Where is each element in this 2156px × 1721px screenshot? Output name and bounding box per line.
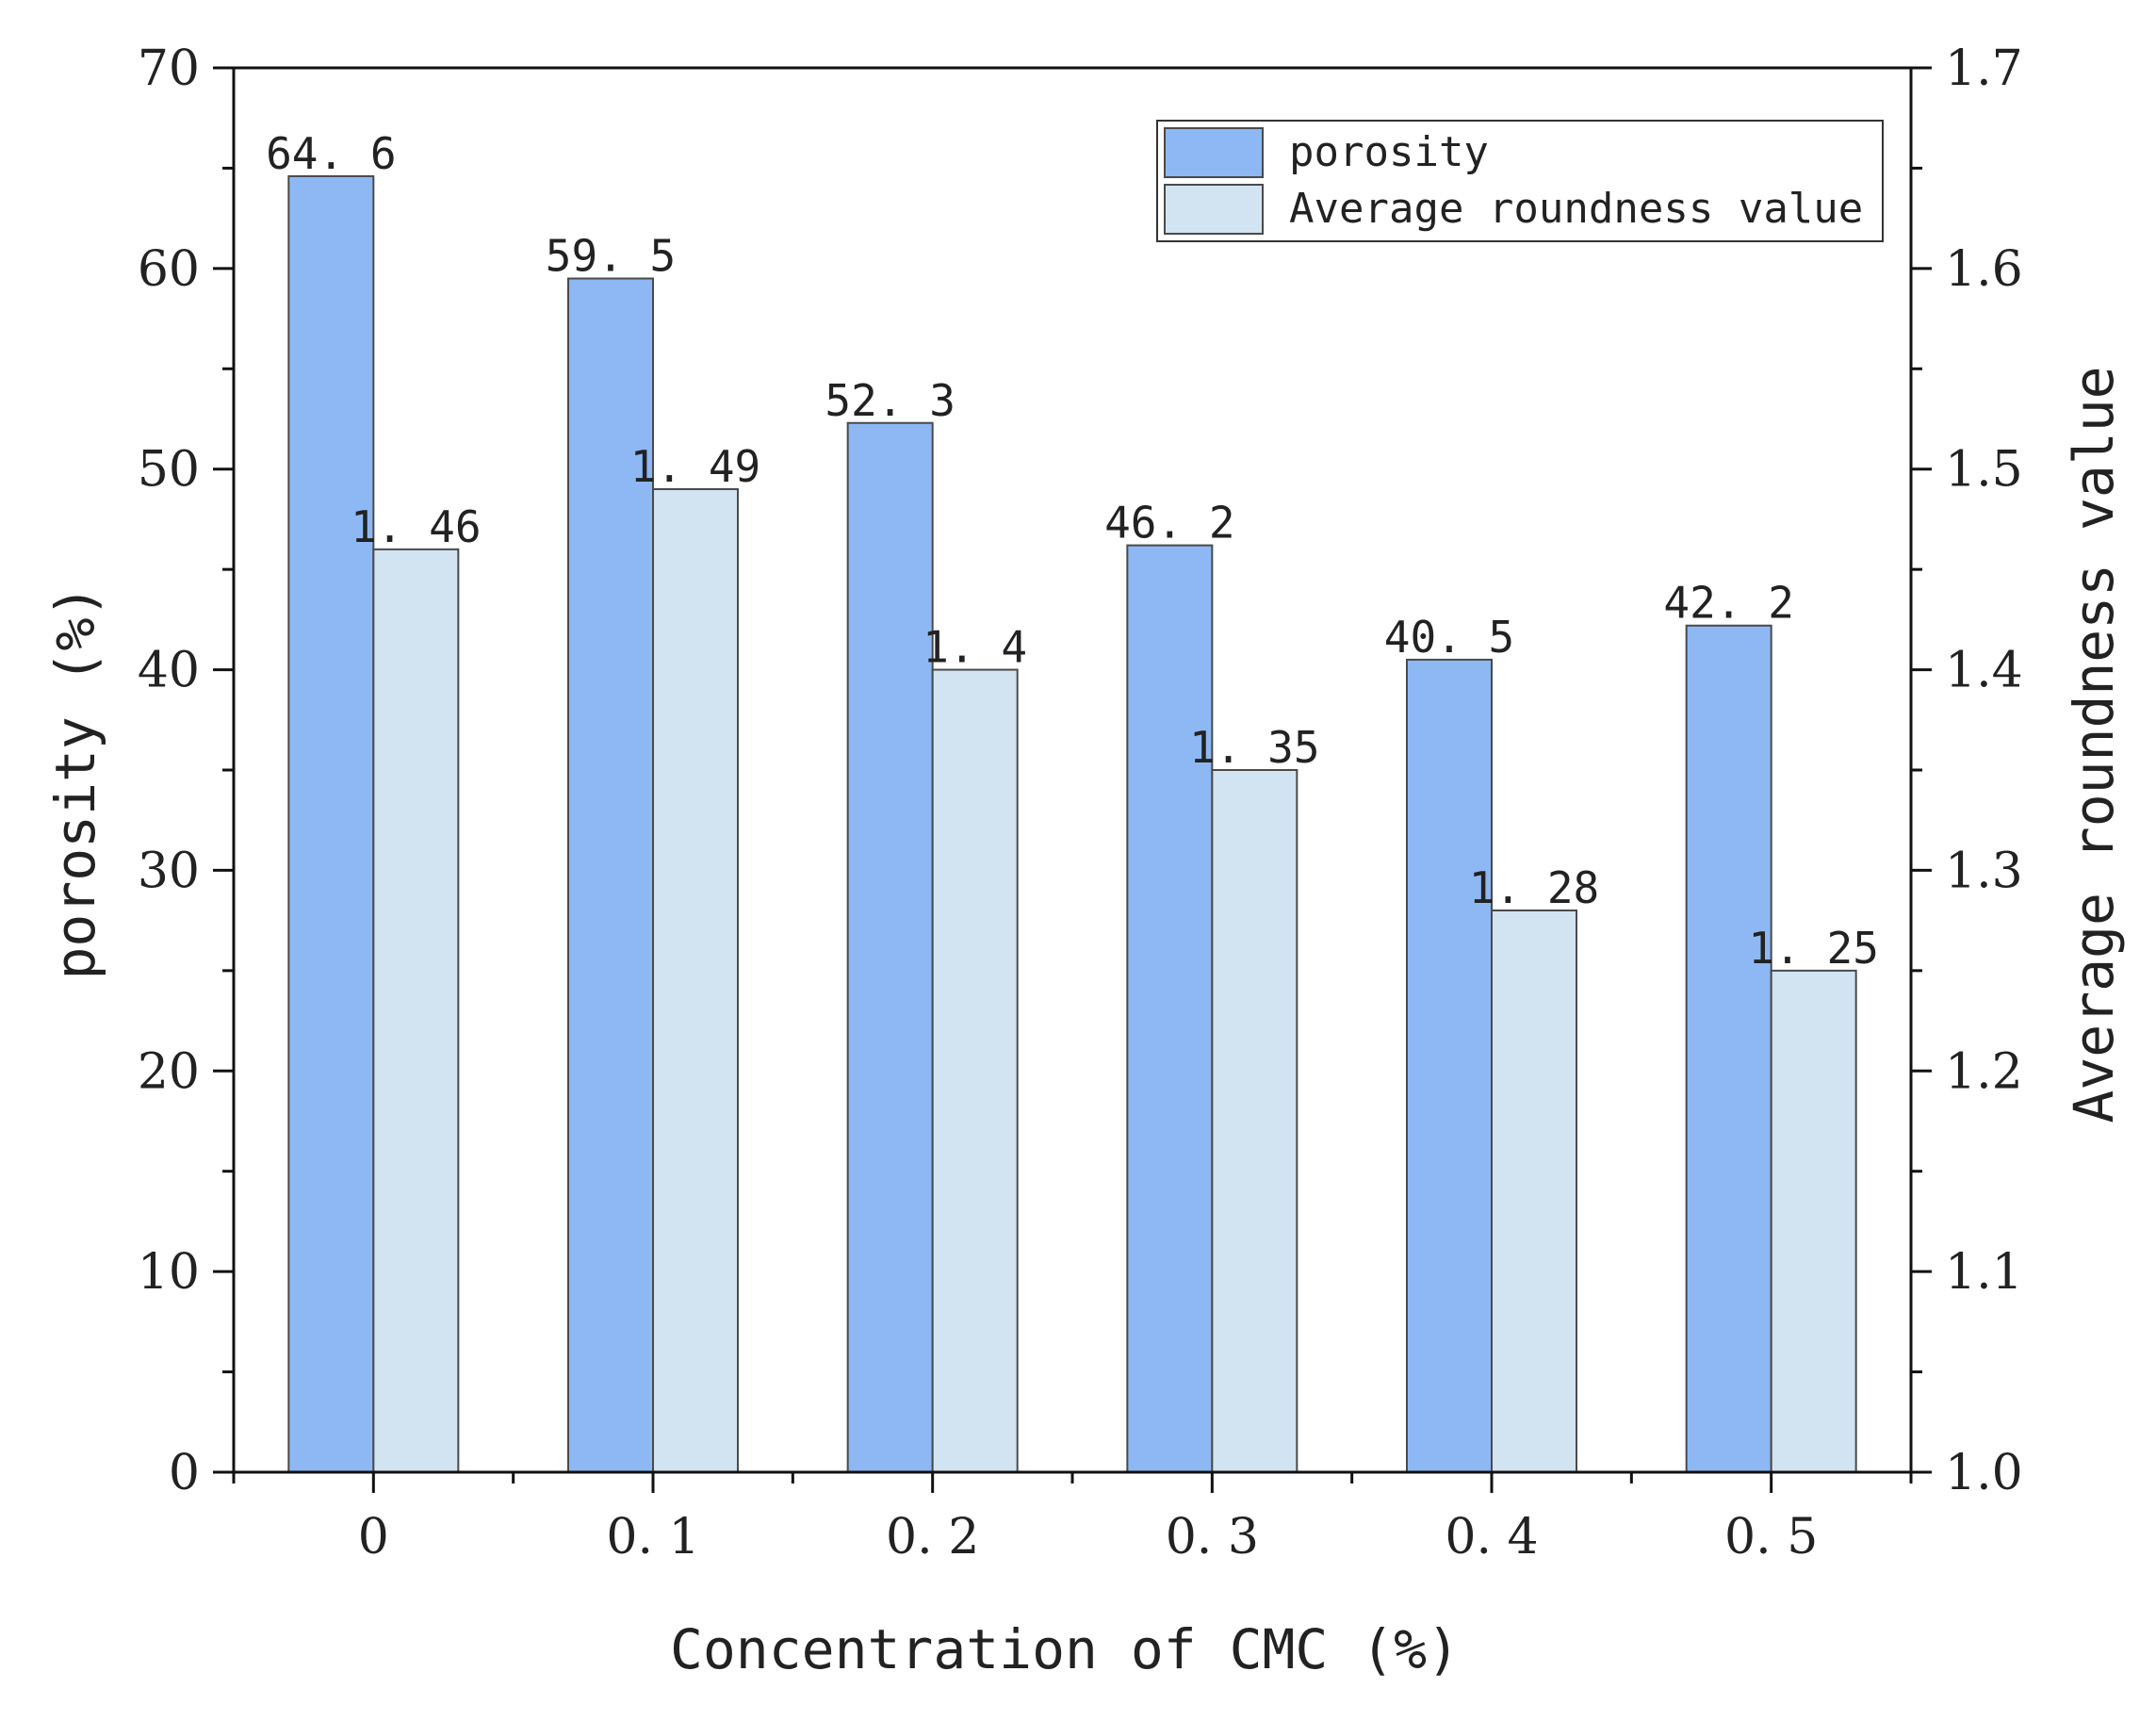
x-axis-title: Concentration of CMC (%) (670, 1617, 1460, 1681)
data-label-roundness-4: 1. 28 (1469, 862, 1599, 913)
data-label-porosity-3: 46. 2 (1104, 498, 1234, 549)
x-tick-label-2: 0. 2 (886, 1509, 979, 1565)
bar-roundness-5 (1770, 969, 1857, 1474)
labels-layer: 64. 6 59. 5 52. 3 46. 2 40. 5 42. 2 1. 46 1. 49… (266, 128, 1879, 974)
data-label-roundness-0: 1. 46 (351, 501, 481, 552)
y2-axis-title: Average roundness value (2062, 366, 2126, 1123)
y-axis-title: porosity (%) (43, 584, 107, 979)
legend: porosity Average roundness value (1156, 120, 1884, 242)
y-tick-label-1: 10 (138, 1244, 200, 1301)
y2-tick-label-5: 1.5 (1945, 442, 2023, 499)
y2-tick-label-2: 1.2 (1945, 1043, 2023, 1100)
y2-tick-label-4: 1.4 (1945, 643, 2023, 699)
data-label-porosity-4: 40. 5 (1384, 612, 1514, 663)
data-label-porosity-2: 52. 3 (825, 375, 955, 426)
bar-porosity-0 (287, 174, 375, 1473)
y2-tick-label-3: 1.3 (1945, 843, 2023, 899)
x-tick-label-5: 0. 5 (1724, 1509, 1818, 1565)
bar-porosity-2 (846, 421, 934, 1473)
x-tick-label-4: 0. 4 (1445, 1509, 1538, 1565)
bar-roundness-3 (1211, 769, 1298, 1473)
y-tick-label-5: 50 (138, 442, 200, 499)
bar-roundness-1 (652, 488, 739, 1473)
data-label-porosity-5: 42. 2 (1663, 578, 1793, 629)
x-tick-label-1: 0. 1 (606, 1509, 699, 1565)
axes-layer: 0 10 20 30 40 50 60 70 1.0 1.1 1.2 1.3 1.4 1.5 1.6 1.7 0… (138, 41, 2023, 1565)
data-label-roundness-3: 1. 35 (1189, 722, 1319, 773)
bar-roundness-0 (372, 548, 460, 1473)
y-tick-label-2: 20 (138, 1043, 200, 1100)
y-tick-label-6: 60 (138, 241, 200, 298)
y2-tick-label-7: 1.7 (1945, 41, 2023, 97)
y-tick-label-4: 40 (138, 643, 200, 699)
bar-porosity-4 (1406, 658, 1493, 1473)
y-tick-label-7: 70 (138, 41, 200, 97)
y-tick-label-3: 30 (138, 843, 200, 899)
legend-box (1156, 120, 1884, 242)
legend-swatch-1 (1164, 184, 1264, 235)
x-tick-label-0: 0 (358, 1509, 389, 1565)
data-label-roundness-5: 1. 25 (1748, 923, 1878, 974)
y2-tick-label-1: 1.1 (1945, 1244, 2023, 1301)
legend-swatch-0 (1164, 127, 1264, 178)
y2-tick-label-6: 1.6 (1945, 241, 2023, 298)
data-label-porosity-0: 64. 6 (266, 128, 396, 179)
bar-porosity-3 (1126, 544, 1214, 1473)
bar-roundness-4 (1491, 910, 1577, 1473)
y2-tick-label-0: 1.0 (1945, 1445, 2023, 1501)
bars-layer (287, 174, 1857, 1474)
data-label-roundness-2: 1. 4 (923, 622, 1027, 673)
data-label-roundness-1: 1. 49 (630, 441, 760, 492)
legend-label-0: porosity (1289, 128, 1489, 176)
x-tick-label-3: 0. 3 (1166, 1509, 1259, 1565)
bar-roundness-2 (931, 668, 1019, 1473)
legend-label-1: Average roundness value (1289, 185, 1863, 233)
bar-porosity-1 (567, 277, 654, 1473)
data-label-porosity-1: 59. 5 (546, 231, 676, 282)
y-tick-label-0: 0 (169, 1445, 200, 1501)
bar-porosity-5 (1685, 624, 1772, 1473)
